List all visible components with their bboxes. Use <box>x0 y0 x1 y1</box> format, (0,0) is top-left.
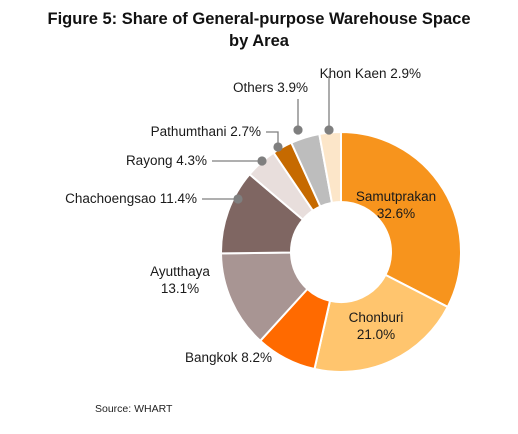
slice-value-chonburi: 21.0% <box>357 327 395 342</box>
slice-label-rayong: Rayong 4.3% <box>126 153 207 168</box>
leader-dot-rayong <box>257 156 267 166</box>
slice-samutprakan <box>340 131 462 308</box>
chart-title-line-2: by Area <box>229 32 289 50</box>
source-note: Source: WHART <box>95 403 173 415</box>
leader-dot-pathumthani <box>273 142 283 152</box>
slice-value-ayutthaya: 13.1% <box>161 281 199 296</box>
chart-title-line-1: Figure 5: Share of General-purpose Wareh… <box>47 10 471 28</box>
slice-label-chachoengsao: Chachoengsao 11.4% <box>65 191 197 206</box>
leader-dot-chachoengsao <box>233 194 243 204</box>
slice-value-samutprakan: 32.6% <box>377 206 415 221</box>
leader-dot-khon-kaen <box>324 125 334 135</box>
slice-label-others: Others 3.9% <box>233 80 308 95</box>
slice-label-samutprakan: Samutprakan <box>356 189 436 204</box>
slice-label-pathumthani: Pathumthani 2.7% <box>151 124 261 139</box>
slice-label-chonburi: Chonburi <box>349 310 404 325</box>
slice-label-bangkok: Bangkok 8.2% <box>185 350 272 365</box>
slice-label-ayutthaya: Ayutthaya <box>150 264 210 279</box>
slice-chonburi <box>313 273 449 373</box>
leader-line-pathumthani <box>266 131 279 147</box>
slice-label-khon-kaen: Khon Kaen 2.9% <box>320 66 421 81</box>
leader-dot-others <box>293 125 303 135</box>
chart-title: Figure 5: Share of General-purpose Wareh… <box>0 8 518 52</box>
